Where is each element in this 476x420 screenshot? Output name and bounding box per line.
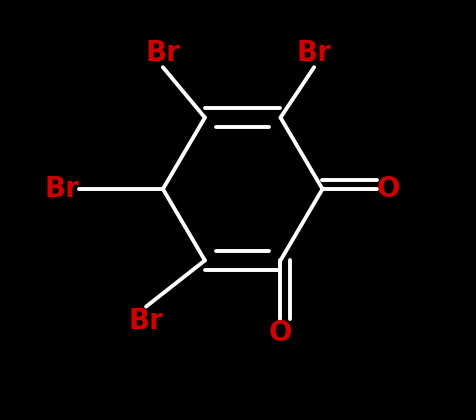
- Text: Br: Br: [296, 39, 331, 67]
- Text: Br: Br: [129, 307, 163, 335]
- Text: O: O: [268, 319, 292, 347]
- Text: O: O: [377, 175, 400, 203]
- Text: Br: Br: [44, 175, 79, 203]
- Text: Br: Br: [145, 39, 180, 67]
